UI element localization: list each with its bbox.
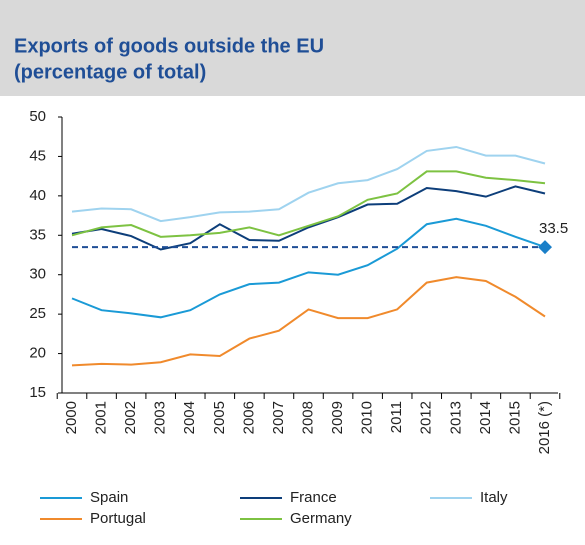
series-line xyxy=(71,276,546,367)
legend-label: Italy xyxy=(480,489,508,506)
x-tick-label: 2009 xyxy=(329,401,346,434)
reference-marker xyxy=(538,240,552,255)
x-tick-label: 2003 xyxy=(152,401,169,434)
x-tick-label: 2000 xyxy=(63,401,80,434)
chart-title: Exports of goods outside the EU xyxy=(14,35,324,57)
x-tick-label: 2008 xyxy=(299,401,316,434)
x-tick-label: 2007 xyxy=(270,401,287,434)
x-tick-label: 2014 xyxy=(477,401,494,434)
x-tick-label: 2005 xyxy=(211,401,228,434)
x-tick-label: 2011 xyxy=(388,401,405,433)
legend-label: Spain xyxy=(90,489,128,506)
x-tick-label: 2002 xyxy=(122,401,139,434)
x-tick-label: 2001 xyxy=(93,401,110,434)
y-tick-label: 50 xyxy=(29,108,46,125)
y-tick-label: 30 xyxy=(29,266,46,283)
y-tick-label: 20 xyxy=(29,345,46,362)
x-tick-label: 2004 xyxy=(181,401,198,434)
legend-label: France xyxy=(290,489,337,506)
series-line xyxy=(71,145,546,223)
x-tick-label: 2013 xyxy=(447,401,464,434)
x-tick-label: 2006 xyxy=(240,401,257,434)
reference-label: 33.5 xyxy=(539,220,568,237)
header-band xyxy=(0,0,585,96)
y-tick-label: 25 xyxy=(29,305,46,322)
y-tick-label: 45 xyxy=(29,147,46,164)
series-line xyxy=(71,170,546,238)
x-tick-label: 2010 xyxy=(359,401,376,434)
chart-subtitle: (percentage of total) xyxy=(14,61,206,83)
series-line xyxy=(71,185,546,251)
x-tick-label: 2016 (*) xyxy=(536,401,553,454)
series-line xyxy=(71,217,546,319)
y-tick-label: 35 xyxy=(29,226,46,243)
x-tick-label: 2012 xyxy=(418,401,435,434)
legend-label: Germany xyxy=(290,510,352,527)
x-tick-label: 2015 xyxy=(506,401,523,434)
y-tick-label: 40 xyxy=(29,187,46,204)
y-tick-label: 15 xyxy=(29,384,46,401)
legend-label: Portugal xyxy=(90,510,146,527)
